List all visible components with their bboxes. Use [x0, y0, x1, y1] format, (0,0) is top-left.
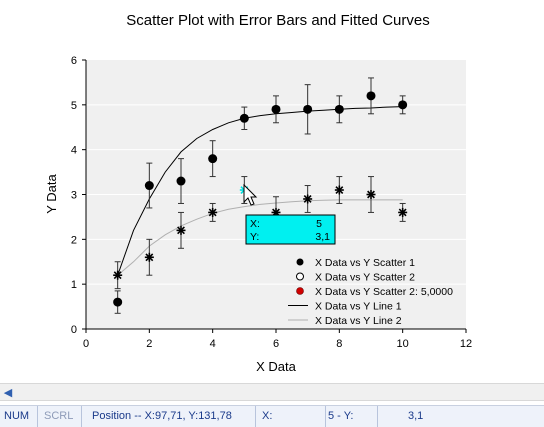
scatter-point	[366, 190, 376, 199]
status-scrl: SCRL	[38, 406, 82, 427]
star-stroke	[208, 208, 217, 217]
scatter-point	[271, 104, 281, 114]
tooltip-y-label: Y:	[250, 231, 259, 243]
status-y-value: 3,1	[408, 410, 424, 422]
y-tick-label: 2	[71, 234, 77, 246]
status-num: NUM	[0, 406, 38, 427]
status-value: 5 - Y:	[326, 406, 378, 427]
y-tick-label: 0	[71, 324, 77, 336]
star-stroke	[367, 190, 375, 199]
scatter-point	[398, 100, 408, 110]
x-axis-title: X Data	[256, 359, 297, 374]
scatter-point	[144, 181, 154, 191]
tooltip-box	[245, 214, 336, 245]
star-stroke	[303, 195, 312, 203]
scatter-point	[208, 207, 218, 217]
scatter-point	[303, 194, 313, 204]
scatter-point	[113, 297, 123, 307]
legend-label: X Data vs Y Scatter 2	[315, 272, 415, 284]
star-stroke	[145, 253, 154, 262]
tooltip-x-label: X:	[250, 218, 260, 230]
x-tick-label: 4	[210, 338, 216, 350]
x-tick-label: 2	[146, 338, 152, 350]
scatter-point	[113, 270, 123, 280]
cursor-arrow-icon	[243, 183, 258, 206]
scatter-point	[208, 154, 218, 164]
scatter-point	[334, 104, 344, 114]
legend-label: X Data vs Y Scatter 2: 5,0000	[315, 286, 453, 298]
legend-symbol	[296, 258, 304, 266]
y-tick-label: 3	[71, 190, 77, 202]
y-tick-label: 6	[71, 55, 77, 67]
scatter-point	[334, 185, 344, 195]
scatter-point	[239, 113, 249, 123]
status-x-label: X:	[256, 406, 326, 427]
y-tick-label: 5	[71, 100, 77, 112]
legend-symbol	[296, 272, 304, 281]
scatter-point	[303, 104, 313, 114]
scatter-point	[176, 176, 186, 186]
x-tick-label: 12	[460, 338, 472, 350]
horizontal-scrollbar[interactable]: ◀	[0, 383, 544, 401]
scatter-point	[398, 207, 408, 217]
scatter-point	[176, 225, 186, 235]
scatter-point	[144, 252, 154, 262]
star-stroke	[113, 271, 122, 280]
legend-label: X Data vs Y Scatter 1	[315, 257, 415, 269]
x-tick-label: 8	[336, 338, 342, 350]
series-line	[117, 199, 403, 276]
tooltip-x-value: 5	[316, 218, 322, 230]
y-tick-label: 1	[71, 279, 77, 291]
y-tick-label: 4	[71, 145, 77, 157]
y-axis-title: Y Data	[44, 173, 59, 213]
x-tick-label: 6	[273, 338, 279, 350]
chart-title: Scatter Plot with Error Bars and Fitted …	[126, 12, 429, 29]
legend-label: X Data vs Y Line 2	[315, 315, 402, 327]
chart-area: 0 1 2 3 4 5 6 0 2 4 6 8 10 12 Scatter Plot with Error…	[44, 12, 473, 374]
legend-label: X Data vs Y Line 1	[315, 301, 402, 313]
arrow-left-icon[interactable]: ◀	[3, 385, 13, 399]
x-tick-label: 0	[83, 338, 89, 350]
star-stroke	[398, 208, 407, 217]
scatter-point	[366, 91, 376, 101]
status-bar: NUM SCRL Position -- X:97,71, Y:131,78 X…	[0, 405, 544, 427]
legend-symbol	[296, 287, 304, 295]
star-stroke	[177, 226, 185, 235]
tooltip-y-value: 3,1	[315, 231, 330, 243]
status-position: Position -- X:97,71, Y:131,78	[82, 406, 256, 427]
series-line	[117, 106, 403, 276]
x-tick-label: 10	[397, 338, 409, 350]
star-stroke	[335, 186, 344, 194]
